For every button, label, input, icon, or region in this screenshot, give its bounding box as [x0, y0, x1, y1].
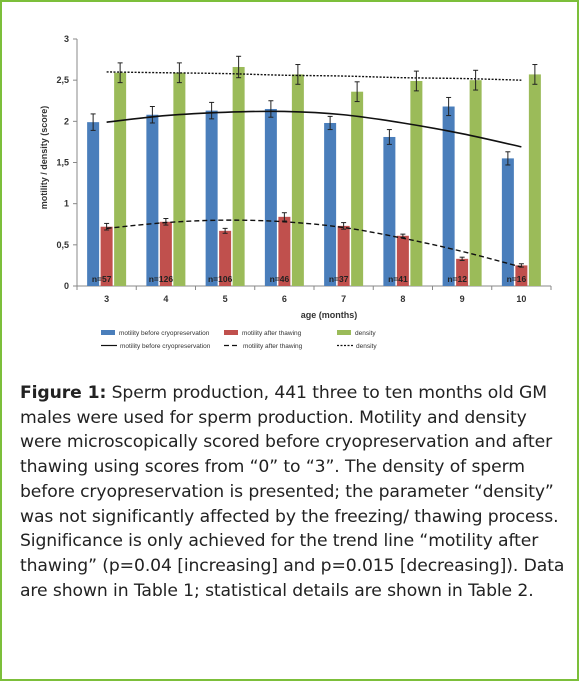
- sample-size-label: n=57: [92, 274, 112, 284]
- trendline-2: [106, 219, 522, 268]
- legend-swatch-2: [224, 330, 238, 335]
- y-tick-label: 2: [64, 116, 69, 126]
- bar-3-9: [469, 80, 482, 287]
- bar-1-6: [264, 108, 277, 286]
- bar-3-10: [528, 74, 541, 286]
- y-tick-label: 2,5: [56, 75, 69, 85]
- x-tick-label: 8: [400, 294, 405, 304]
- x-tick-label: 3: [104, 294, 109, 304]
- x-tick-label: 10: [516, 294, 526, 304]
- legend-label-1: motility before cryopreservation: [119, 330, 210, 337]
- bar-chart: 0 0,5 1 1,5 2 2,5 3 3 4 5 6 7 8 9 10 age (months) motili…: [39, 34, 552, 350]
- bar-2-6: [278, 216, 291, 286]
- sample-size-label: n=16: [507, 274, 527, 284]
- bar-1-5: [205, 110, 218, 286]
- bar-1-3: [87, 122, 100, 286]
- legend-trend-label-1: motility before cryopreservation: [120, 343, 211, 350]
- bar-1-8: [383, 136, 396, 286]
- bar-3-3: [114, 72, 127, 286]
- bar-2-10: [515, 265, 528, 286]
- chart-area: 0 0,5 1 1,5 2 2,5 3 3 4 5 6 7 8 9 10 age (months) motili…: [10, 10, 565, 365]
- bar-1-10: [501, 158, 514, 286]
- bar-2-8: [396, 235, 409, 286]
- figure-caption: Figure 1: Sperm production, 441 three to…: [20, 381, 568, 603]
- x-tick-label: 9: [460, 294, 465, 304]
- bar-3-8: [410, 80, 423, 287]
- bar-3-6: [291, 74, 304, 286]
- y-tick-label: 1,5: [56, 158, 69, 168]
- sample-size-label: n=12: [447, 274, 467, 284]
- bar-2-5: [219, 230, 232, 286]
- bar-2-4: [159, 221, 172, 286]
- x-axis-title: age (months): [301, 310, 358, 320]
- y-tick-label: 0: [64, 281, 69, 291]
- y-axis-title: motility / density (score): [39, 106, 49, 210]
- legend-swatch-1: [101, 330, 115, 335]
- bar-1-4: [146, 114, 159, 286]
- caption-label: Figure 1:: [20, 383, 107, 403]
- x-tick-label: 6: [282, 294, 287, 304]
- bar-3-7: [351, 91, 364, 287]
- caption-text: Sperm production, 441 three to ten month…: [20, 383, 565, 601]
- x-tick-label: 4: [163, 294, 168, 304]
- sample-size-label: n=46: [270, 274, 290, 284]
- trendline-3: [106, 71, 522, 81]
- sample-size-label: n=106: [208, 274, 233, 284]
- legend-trend-label-3: density: [356, 343, 377, 350]
- sample-size-label: n=37: [329, 274, 349, 284]
- bar-1-9: [442, 106, 455, 286]
- bar-1-7: [324, 122, 337, 286]
- bar-2-7: [337, 225, 350, 286]
- legend-swatch-3: [337, 330, 351, 335]
- bar-3-5: [232, 66, 245, 286]
- legend-label-2: motility after thawing: [242, 330, 302, 337]
- y-tick-label: 3: [64, 34, 69, 44]
- bar-3-4: [173, 72, 186, 286]
- legend-trend-label-2: motility after thawing: [243, 343, 303, 350]
- bar-2-3: [100, 226, 113, 286]
- y-tick-label: 1: [64, 199, 69, 209]
- legend-label-3: density: [355, 330, 376, 337]
- x-tick-label: 7: [341, 294, 346, 304]
- sample-size-label: n=126: [149, 274, 174, 284]
- trendline-1: [106, 110, 522, 148]
- sample-size-label: n=41: [388, 274, 408, 284]
- bar-2-9: [456, 258, 469, 286]
- x-tick-label: 5: [223, 294, 228, 304]
- y-tick-label: 0,5: [56, 240, 69, 250]
